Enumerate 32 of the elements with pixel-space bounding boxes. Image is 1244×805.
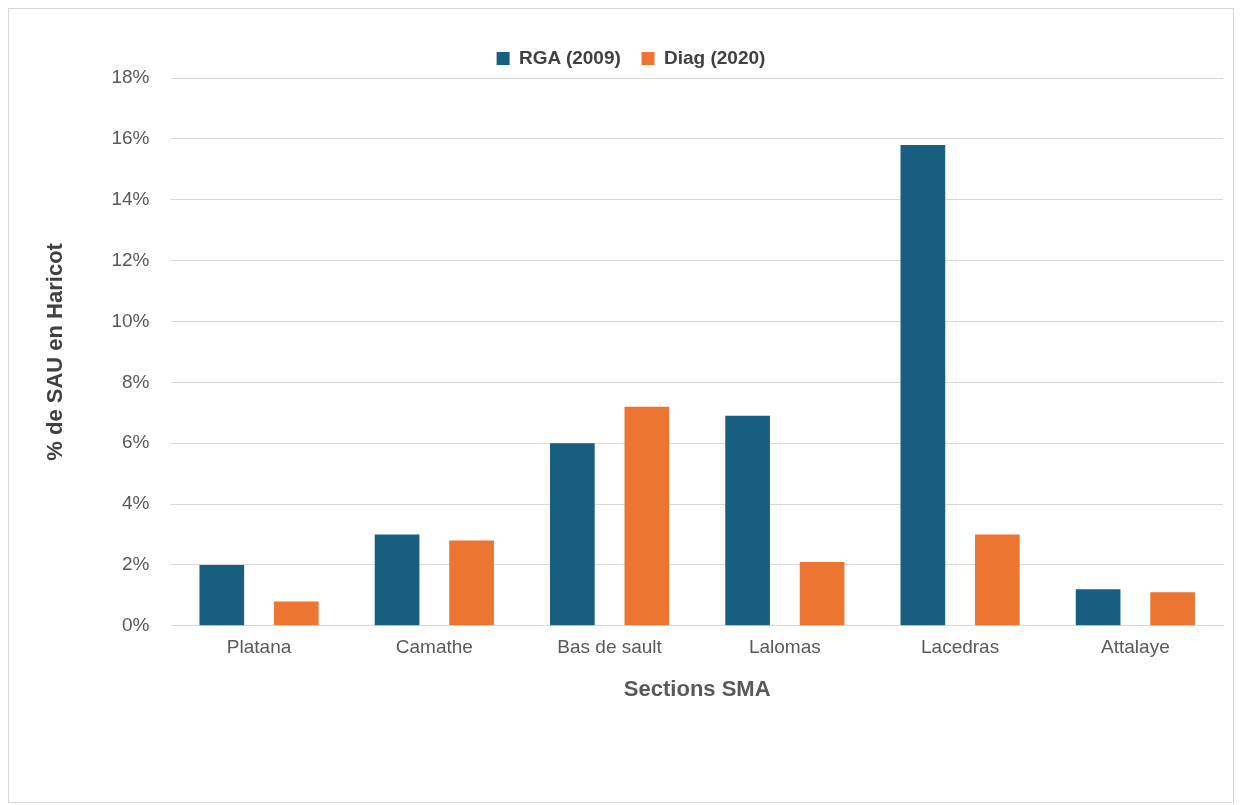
x-tick-label: Bas de sault: [557, 636, 663, 658]
y-tick-label: 2%: [121, 553, 150, 575]
bar: [273, 601, 319, 626]
legend-label: Diag (2020): [664, 46, 766, 68]
bar: [549, 443, 595, 626]
y-tick-label: 0%: [121, 614, 150, 636]
bar: [199, 564, 245, 626]
x-tick-label: Camathe: [395, 636, 473, 658]
bar: [975, 534, 1020, 626]
bar: [1150, 592, 1195, 626]
y-tick-label: 14%: [111, 187, 150, 209]
x-tick-label: Lalomas: [748, 636, 821, 658]
y-tick-label: 6%: [121, 431, 150, 453]
y-axis-title: % de SAU en Haricot: [42, 242, 68, 461]
legend-label: RGA (2009): [519, 46, 621, 68]
y-tick-label: 10%: [111, 309, 150, 331]
y-tick-label: 16%: [111, 127, 150, 149]
bar: [1075, 589, 1121, 626]
bar: [374, 534, 420, 626]
bar: [900, 144, 946, 626]
bar: [725, 415, 770, 626]
x-tick-label: Platana: [226, 636, 292, 658]
x-tick-label: Attalaye: [1101, 636, 1170, 658]
bar: [799, 561, 845, 626]
y-tick-label: 8%: [121, 370, 150, 392]
bar: [449, 540, 494, 626]
x-axis-title: Sections SMA: [623, 675, 771, 701]
y-tick-label: 12%: [111, 248, 150, 270]
y-tick-label: 4%: [121, 492, 150, 514]
bar: [624, 406, 670, 626]
x-tick-label: Lacedras: [921, 636, 1000, 658]
y-tick-label: 18%: [111, 66, 150, 88]
